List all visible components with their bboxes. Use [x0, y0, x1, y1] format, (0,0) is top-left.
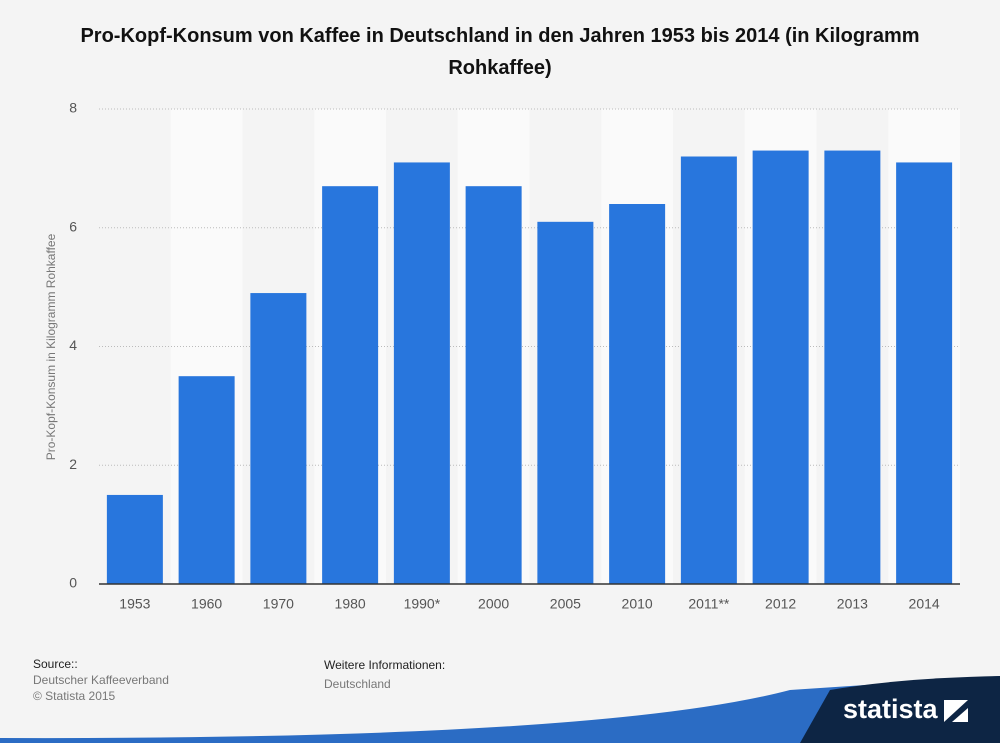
- x-tick-label: 1970: [263, 596, 294, 612]
- x-tick-label: 1960: [191, 596, 222, 612]
- footer-stripe: [0, 676, 1000, 743]
- source: Deutscher Kaffeeverband: [33, 673, 169, 687]
- bar: [393, 162, 450, 584]
- y-tick-label: 4: [69, 337, 77, 353]
- chart-title: Pro-Kopf-Konsum von Kaffee in Deutschlan…: [80, 25, 920, 79]
- y-tick-label: 2: [69, 456, 77, 472]
- x-tick-label: 2014: [909, 596, 940, 612]
- x-tick-label: 2011**: [688, 596, 730, 612]
- bar: [465, 186, 522, 584]
- source-label: Source::: [33, 657, 78, 671]
- x-tick-label: 1980: [335, 596, 366, 612]
- bar: [680, 156, 737, 584]
- x-tick-label: 2000: [478, 596, 509, 612]
- logo: statista: [843, 694, 939, 724]
- x-tick-label: 1990*: [404, 596, 441, 612]
- y-tick-label: 8: [69, 100, 77, 116]
- bar: [824, 150, 881, 584]
- bar: [609, 204, 666, 584]
- info-label: Weitere Informationen:: [324, 658, 445, 672]
- bar: [537, 221, 594, 584]
- y-tick-label: 6: [69, 218, 77, 234]
- bar: [896, 162, 953, 584]
- x-tick-label: 2005: [550, 596, 581, 612]
- bar: [752, 150, 809, 584]
- logo-icon-cut: [944, 700, 968, 722]
- title-box: Pro-Kopf-Konsum von Kaffee in Deutschlan…: [80, 25, 920, 79]
- bar: [106, 494, 163, 584]
- x-tick-label: 1953: [119, 596, 150, 612]
- bar: [322, 186, 379, 584]
- logo-bg: [800, 676, 1000, 743]
- bar: [250, 293, 307, 584]
- x-tick-label: 2012: [765, 596, 796, 612]
- y-axis-label: Pro-Kopf-Konsum in Kilogramm Rohkaffee: [44, 233, 58, 460]
- bar: [178, 376, 235, 584]
- info: Deutschland: [324, 677, 391, 691]
- y-tick-label: 0: [69, 575, 77, 591]
- x-tick-label: 2010: [622, 596, 653, 612]
- x-tick-label: 2013: [837, 596, 868, 612]
- copyright: © Statista 2015: [33, 689, 116, 703]
